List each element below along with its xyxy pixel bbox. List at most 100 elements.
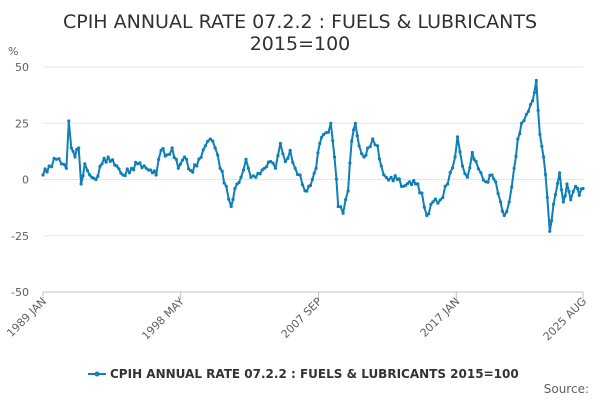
data-point <box>83 162 87 166</box>
data-point <box>382 173 386 177</box>
data-point <box>308 183 313 188</box>
data-point <box>152 169 156 173</box>
data-point <box>460 164 465 168</box>
data-point <box>379 164 383 168</box>
data-point <box>213 146 217 150</box>
y-axis-label: % <box>8 45 18 58</box>
data-point <box>182 155 187 159</box>
data-point <box>518 132 522 136</box>
data-point <box>542 155 546 159</box>
legend-series-label: CPIH ANNUAL RATE 07.2.2 : FUELS & LUBRIC… <box>110 367 519 381</box>
data-point <box>443 184 447 188</box>
data-point <box>197 157 201 161</box>
data-point <box>96 174 100 178</box>
data-point <box>140 166 144 170</box>
data-point <box>412 179 416 183</box>
data-point <box>237 181 241 185</box>
data-point <box>505 210 509 214</box>
data-point <box>387 178 391 182</box>
data-point <box>528 102 533 107</box>
data-point <box>492 177 496 181</box>
data-point <box>127 171 131 175</box>
data-point <box>429 202 433 206</box>
data-point <box>353 121 357 125</box>
data-point <box>318 141 322 146</box>
data-point <box>41 173 45 177</box>
data-point <box>433 197 437 201</box>
data-point <box>490 173 494 177</box>
x-axis-ticks: 1989 JAN 1998 MAY 2007 SEP 2017 JAN 2025 AUG <box>4 292 589 343</box>
x-tick-label: 2007 SEP <box>279 295 325 341</box>
data-point <box>373 143 377 147</box>
data-point <box>170 146 174 150</box>
data-point <box>320 135 324 139</box>
data-point <box>336 204 340 209</box>
data-point <box>371 137 375 141</box>
data-point <box>540 144 544 148</box>
data-point <box>312 171 316 175</box>
data-point <box>465 175 469 179</box>
data-point <box>249 175 253 179</box>
chart-title-line-1: CPIH ANNUAL RATE 07.2.2 : FUELS & LUBRIC… <box>63 11 537 33</box>
data-point <box>239 175 243 179</box>
data-point <box>463 172 467 176</box>
data-point <box>531 99 535 103</box>
data-point <box>427 212 431 216</box>
data-point <box>59 162 64 166</box>
y-tick-label: 25 <box>15 117 29 130</box>
data-point <box>132 168 136 172</box>
data-point <box>416 182 420 186</box>
data-point <box>536 108 540 113</box>
series-line <box>42 79 584 233</box>
y-tick-label: -50 <box>11 286 29 299</box>
data-point <box>355 134 359 138</box>
series-layer <box>41 78 585 233</box>
data-point <box>314 166 318 170</box>
data-point <box>291 160 295 164</box>
legend-marker <box>94 371 100 377</box>
data-point <box>199 155 203 159</box>
data-point <box>458 150 462 154</box>
data-point <box>191 170 195 174</box>
data-point <box>574 184 578 188</box>
data-point <box>479 171 483 175</box>
data-point <box>472 157 476 161</box>
data-point <box>273 166 278 170</box>
data-point <box>446 182 450 186</box>
data-point <box>62 162 66 166</box>
data-point <box>512 166 516 170</box>
data-point <box>286 156 290 160</box>
data-point <box>271 161 275 165</box>
data-point <box>324 131 328 135</box>
data-point <box>420 191 424 195</box>
data-point <box>154 173 158 177</box>
data-point <box>293 166 297 170</box>
data-point <box>438 198 442 202</box>
data-point <box>397 177 401 181</box>
data-point <box>264 165 269 169</box>
data-point <box>244 157 248 161</box>
data-point <box>341 211 345 215</box>
data-point <box>410 183 414 187</box>
data-point <box>305 189 309 193</box>
data-point <box>357 144 361 148</box>
data-point <box>184 157 189 161</box>
data-point <box>123 174 127 178</box>
data-point <box>220 169 224 173</box>
x-tick-label: 2025 AUG <box>541 295 590 344</box>
data-point <box>516 137 520 141</box>
data-point <box>571 189 575 194</box>
x-tick-label: 1998 MAY <box>139 295 187 343</box>
data-point <box>377 157 381 161</box>
data-point <box>431 200 435 204</box>
data-point <box>310 177 314 182</box>
data-point <box>222 181 226 185</box>
data-point <box>43 167 47 171</box>
data-point <box>376 144 380 148</box>
legend[interactable]: CPIH ANNUAL RATE 07.2.2 : FUELS & LUBRIC… <box>88 367 519 381</box>
data-point <box>227 197 231 201</box>
data-point <box>125 167 129 171</box>
data-point <box>321 132 326 137</box>
data-point <box>81 174 85 178</box>
data-point <box>441 196 445 200</box>
